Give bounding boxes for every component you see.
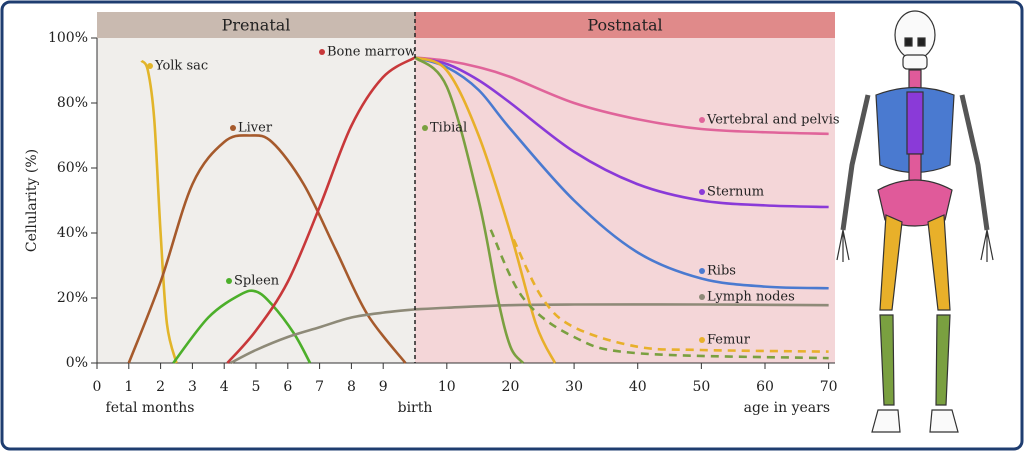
legend-dot	[699, 117, 705, 123]
legend-dot	[230, 125, 236, 131]
projection-line	[489, 229, 829, 360]
series-label: Spleen	[234, 274, 280, 289]
series-label: Ribs	[707, 264, 736, 279]
series-label: Lymph nodes	[707, 290, 795, 305]
y-tick-label: 0%	[66, 355, 88, 371]
series-line	[226, 56, 416, 364]
series-label: Femur	[707, 333, 751, 348]
series-line	[414, 56, 829, 290]
legend-dot	[699, 268, 705, 274]
series-line	[414, 56, 525, 364]
y-tick-label: 20%	[57, 290, 88, 306]
x-tick-label: 0	[93, 379, 102, 395]
series-label: Vertebral and pelvis	[706, 113, 840, 128]
y-tick-label: 40%	[57, 225, 88, 241]
y-axis-label: Cellularity (%)	[24, 149, 40, 252]
series-line	[414, 56, 557, 364]
x-tick-label: 60	[756, 379, 774, 395]
series-label: Liver	[238, 121, 273, 136]
x-tick-label: 2	[156, 379, 165, 395]
x-tick-label: 30	[565, 379, 583, 395]
legend-dot	[226, 278, 232, 284]
x-tick-label: 10	[438, 379, 456, 395]
series-line	[229, 308, 416, 365]
series-line	[414, 56, 829, 209]
series-label: Tibial	[430, 121, 467, 136]
series-label: Yolk sac	[154, 59, 208, 74]
series-label: Sternum	[707, 185, 764, 200]
panel-title: Prenatal	[222, 16, 291, 35]
series-line	[414, 56, 829, 136]
x-tick-label: 6	[283, 379, 292, 395]
x-tick-label: 40	[629, 379, 647, 395]
birth-label: birth	[398, 400, 433, 416]
y-tick-label: 100%	[48, 30, 88, 46]
panel-background	[415, 38, 835, 363]
x-tick-label: 70	[820, 379, 838, 395]
series-line	[140, 59, 178, 364]
x-tick-label: 9	[379, 379, 388, 395]
panel-header	[97, 12, 415, 38]
skeleton-illustration	[836, 10, 994, 433]
series-line	[127, 134, 407, 364]
legend-dot	[699, 189, 705, 195]
projection-line	[512, 238, 829, 353]
x-tick-label: 4	[220, 379, 229, 395]
x-axis-label: age in years	[744, 400, 830, 416]
x-tick-label: 8	[347, 379, 356, 395]
x-axis-label: fetal months	[106, 400, 195, 416]
legend-dot	[699, 294, 705, 300]
y-tick-label: 80%	[57, 95, 88, 111]
y-tick-label: 60%	[57, 160, 88, 176]
series-line	[414, 303, 829, 311]
legend-dot	[319, 49, 325, 55]
x-tick-label: 3	[188, 379, 197, 395]
series-label: Bone marrow	[327, 45, 416, 60]
legend-dot	[422, 125, 428, 131]
panel-title: Postnatal	[587, 16, 662, 35]
plot: Prenatal 0 1 2 3 4 5 6 7 8 9 fetal months 0% 20% 40% 60…	[24, 12, 840, 416]
panel-header	[415, 12, 835, 38]
x-tick-label: 5	[252, 379, 261, 395]
x-tick-label: 7	[315, 379, 324, 395]
x-tick-label: 20	[502, 379, 520, 395]
x-tick-label: 1	[124, 379, 133, 395]
legend-dot	[147, 63, 153, 69]
x-tick-label: 50	[692, 379, 710, 395]
legend-dot	[699, 337, 705, 343]
